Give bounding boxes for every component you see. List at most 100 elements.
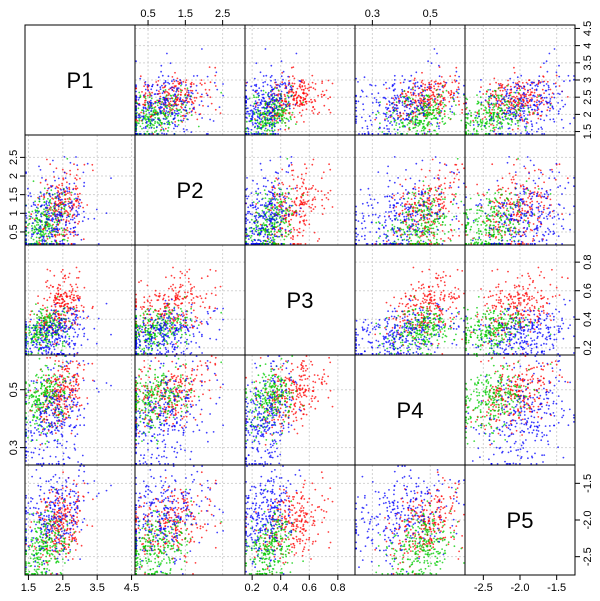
data-point-group-1	[299, 401, 301, 403]
data-point-group-1	[76, 516, 78, 519]
data-point-group-1	[69, 496, 72, 499]
data-point-group-1	[277, 368, 280, 370]
data-point-group-1	[558, 85, 561, 87]
data-point-group-1	[285, 216, 288, 219]
data-point-group-1	[46, 183, 49, 186]
data-point-group-1	[54, 200, 57, 203]
data-point-group-1	[517, 127, 519, 130]
data-point-group-1	[323, 93, 326, 96]
data-point-group-1	[177, 375, 179, 377]
data-point-group-1	[150, 316, 153, 319]
data-point-group-1	[67, 511, 69, 513]
data-point-group-1	[55, 513, 58, 516]
data-point-group-1	[420, 81, 423, 84]
data-point-group-1	[436, 198, 439, 201]
data-point-group-1	[400, 196, 403, 199]
data-point-group-1	[76, 277, 78, 279]
data-point-group-1	[451, 193, 454, 196]
data-point-group-1	[497, 432, 500, 435]
data-point-group-1	[177, 497, 179, 500]
data-point-group-1	[515, 285, 518, 288]
data-point-group-1	[209, 487, 212, 489]
data-point-group-1	[91, 525, 94, 527]
data-point-group-1	[303, 203, 305, 206]
data-point-group-1	[495, 293, 498, 296]
data-point-group-1	[398, 302, 401, 305]
data-point-group-1	[443, 281, 446, 284]
data-point-group-1	[219, 386, 222, 389]
data-point-group-1	[195, 97, 198, 99]
data-point-group-1	[72, 203, 75, 206]
data-point-group-1	[454, 163, 457, 166]
data-point-group-1	[50, 376, 53, 379]
data-point-group-1	[320, 190, 323, 193]
data-point-group-1	[513, 307, 515, 310]
data-point-group-1	[74, 290, 77, 293]
data-point-group-1	[66, 198, 69, 200]
data-point-group-1	[188, 302, 191, 304]
data-point-group-1	[527, 272, 529, 275]
data-point-group-1	[514, 380, 517, 383]
data-point-group-1	[412, 214, 414, 217]
data-point-group-1	[422, 96, 425, 99]
data-point-group-1	[163, 86, 166, 89]
data-point-group-1	[67, 276, 70, 279]
data-point-group-1	[429, 298, 431, 301]
data-point-group-1	[295, 204, 298, 207]
data-point-group-1	[209, 361, 212, 364]
data-point-group-1	[522, 184, 524, 186]
data-point-group-1	[509, 201, 512, 204]
data-point-group-1	[492, 294, 494, 297]
data-point-group-1	[190, 373, 193, 376]
data-point-group-1	[453, 194, 455, 196]
data-point-group-1	[540, 289, 543, 292]
data-point-group-1	[148, 513, 150, 515]
data-point-group-1	[495, 401, 498, 403]
data-point-group-1	[310, 98, 312, 101]
data-point-group-1	[529, 277, 532, 280]
data-point-group-1	[30, 213, 33, 216]
data-point-group-1	[305, 92, 307, 95]
data-point-group-1	[321, 213, 324, 216]
data-point-group-1	[290, 237, 292, 239]
data-point-group-1	[521, 82, 524, 84]
data-point-group-1	[209, 316, 212, 319]
data-point-group-1	[312, 380, 315, 383]
data-point-group-1	[82, 306, 85, 308]
data-point-group-1	[495, 81, 497, 84]
data-point-group-1	[313, 196, 316, 199]
data-point-group-1	[304, 201, 306, 204]
data-point-group-1	[555, 363, 558, 366]
data-point-group-1	[178, 286, 181, 289]
data-point-group-1	[292, 95, 295, 98]
data-point-group-1	[323, 380, 326, 383]
data-point-group-1	[163, 294, 165, 297]
data-point-group-1	[45, 374, 47, 377]
data-point-group-1	[517, 196, 520, 199]
data-point-group-1	[36, 511, 38, 513]
data-point-group-1	[415, 289, 417, 292]
data-point-group-1	[405, 94, 408, 97]
data-point-group-1	[549, 215, 552, 217]
data-point-group-1	[163, 406, 166, 408]
data-point-group-1	[491, 328, 494, 330]
data-point-group-1	[306, 377, 309, 380]
data-point-group-1	[140, 279, 143, 282]
data-point-group-1	[533, 305, 536, 308]
data-point-group-1	[551, 295, 554, 298]
data-point-group-1	[282, 183, 285, 186]
data-point-group-1	[402, 319, 404, 322]
data-point-group-1	[447, 308, 450, 310]
data-point-group-1	[202, 393, 204, 396]
data-point-group-1	[71, 394, 74, 396]
data-point-group-1	[92, 498, 94, 501]
data-point-group-1	[398, 327, 401, 329]
data-point-group-1	[321, 80, 324, 83]
data-point-group-1	[510, 295, 513, 297]
data-point-group-1	[165, 90, 167, 93]
data-point-group-1	[290, 362, 293, 365]
data-point-group-1	[181, 417, 184, 420]
data-point-group-1	[296, 234, 299, 237]
data-point-group-1	[427, 321, 430, 324]
data-point-group-1	[292, 98, 294, 101]
